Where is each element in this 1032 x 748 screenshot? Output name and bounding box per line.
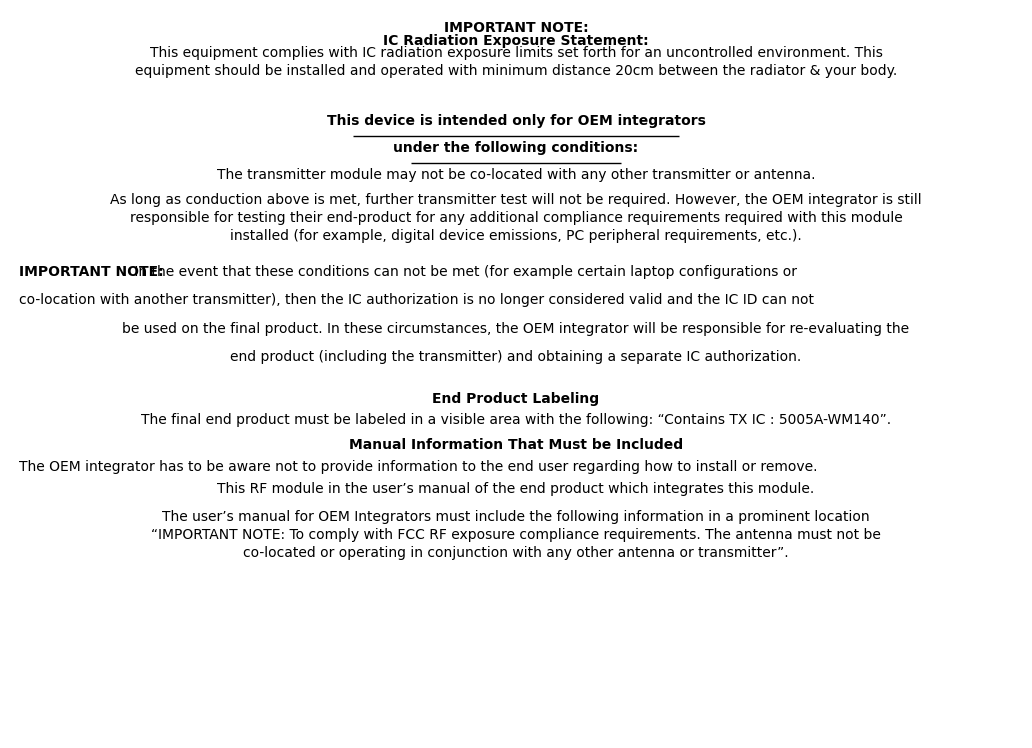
Text: IMPORTANT NOTE:: IMPORTANT NOTE: bbox=[444, 21, 588, 35]
Text: be used on the final product. In these circumstances, the OEM integrator will be: be used on the final product. In these c… bbox=[123, 322, 909, 336]
Text: The final end product must be labeled in a visible area with the following: “Con: The final end product must be labeled in… bbox=[141, 413, 891, 427]
Text: The user’s manual for OEM Integrators must include the following information in : The user’s manual for OEM Integrators mu… bbox=[151, 510, 881, 560]
Text: Manual Information That Must be Included: Manual Information That Must be Included bbox=[349, 438, 683, 452]
Text: This device is intended only for OEM integrators: This device is intended only for OEM int… bbox=[326, 114, 706, 128]
Text: As long as conduction above is met, further transmitter test will not be require: As long as conduction above is met, furt… bbox=[110, 193, 922, 242]
Text: end product (including the transmitter) and obtaining a separate IC authorizatio: end product (including the transmitter) … bbox=[230, 350, 802, 364]
Text: IC Radiation Exposure Statement:: IC Radiation Exposure Statement: bbox=[383, 34, 649, 48]
Text: This RF module in the user’s manual of the end product which integrates this mod: This RF module in the user’s manual of t… bbox=[218, 482, 814, 497]
Text: IMPORTANT NOTE:: IMPORTANT NOTE: bbox=[19, 265, 163, 279]
Text: co-location with another transmitter), then the IC authorization is no longer co: co-location with another transmitter), t… bbox=[19, 293, 813, 307]
Text: In the event that these conditions can not be met (for example certain laptop co: In the event that these conditions can n… bbox=[130, 265, 797, 279]
Text: The transmitter module may not be co-located with any other transmitter or anten: The transmitter module may not be co-loc… bbox=[217, 168, 815, 182]
Text: End Product Labeling: End Product Labeling bbox=[432, 392, 600, 406]
Text: This equipment complies with IC radiation exposure limits set forth for an uncon: This equipment complies with IC radiatio… bbox=[135, 46, 897, 79]
Text: under the following conditions:: under the following conditions: bbox=[393, 141, 639, 155]
Text: The OEM integrator has to be aware not to provide information to the end user re: The OEM integrator has to be aware not t… bbox=[19, 460, 817, 474]
